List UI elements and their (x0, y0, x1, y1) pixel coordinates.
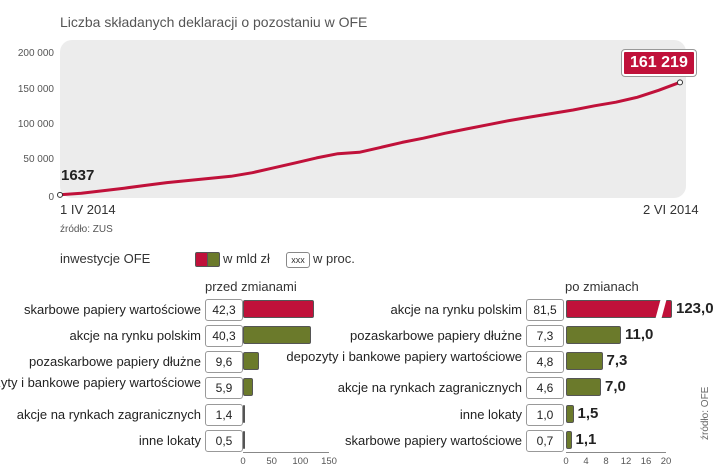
bar (243, 326, 311, 344)
before-axis-line (243, 452, 329, 453)
percent-box: 9,6 (205, 351, 243, 373)
percent-box: 0,5 (205, 430, 243, 452)
percent-box: 1,4 (205, 404, 243, 426)
row-label: akcje na rynkach zagranicznych (337, 380, 522, 395)
source-ofe: źródło: OFE (700, 386, 711, 440)
legend-proc-swatch: xxx (286, 251, 310, 269)
bar-value-label: 11,0 (625, 326, 654, 343)
x-tick: 100 (292, 456, 309, 467)
bar (566, 352, 603, 370)
y-tick-100000: 100 000 (17, 119, 54, 130)
chart-title: Liczba składanych deklaracji o pozostani… (60, 14, 368, 30)
row-label: inne lokaty (459, 407, 522, 422)
legend-mld-label: w mld zł (223, 251, 270, 266)
bar (566, 326, 621, 344)
row-label: inne lokaty (138, 433, 201, 448)
percent-box: 4,8 (526, 351, 564, 373)
line-chart-panel (60, 40, 686, 198)
percent-box: 81,5 (526, 299, 564, 321)
percent-box: 0,7 (526, 430, 564, 452)
bar-value-label: 123,0 (676, 300, 714, 317)
row-label: pozaskarbowe papiery dłużne (350, 328, 522, 343)
last-value-label: 161 219 (621, 49, 697, 77)
bar (243, 405, 246, 423)
source-zus: źródło: ZUS (60, 224, 113, 235)
row-label: akcje na rynku polskim (69, 328, 202, 343)
before-heading: przed zmianami (205, 279, 297, 294)
y-tick-50000: 50 000 (23, 154, 54, 165)
x-tick: 4 (583, 456, 589, 467)
y-tick-200000: 200 000 (17, 48, 54, 59)
bar-value-label: 7,3 (606, 352, 628, 369)
row-label: depozyty i bankowe papiery wartościowe (286, 349, 522, 364)
legend-proc-label: w proc. (313, 251, 355, 266)
bar-value-label: 1,1 (575, 431, 597, 448)
legend-title: inwestycje OFE (60, 251, 151, 266)
x-tick: 0 (563, 456, 569, 467)
bar (243, 352, 260, 370)
bar-value-label: 7,0 (605, 378, 626, 395)
percent-box: 4,6 (526, 377, 564, 399)
x-tick: 0 (240, 456, 246, 467)
x-tick: 8 (603, 456, 609, 467)
bar (243, 300, 315, 318)
line-start-point (57, 191, 63, 198)
line-chart-svg (57, 79, 683, 198)
after-heading: po zmianach (565, 279, 639, 294)
row-label: pozaskarbowe papiery dłużne (29, 354, 201, 369)
after-axis-line (566, 452, 666, 453)
line-end-point (677, 79, 683, 86)
row-label: akcje na rynkach zagranicznych (16, 407, 201, 422)
bar (243, 378, 253, 396)
bar (566, 405, 574, 423)
line-series (59, 80, 681, 197)
bar (243, 431, 245, 449)
x-start-label: 1 IV 2014 (60, 202, 116, 217)
percent-box: 1,0 (526, 404, 564, 426)
x-tick: 150 (321, 456, 337, 467)
bar (566, 378, 601, 396)
x-tick: 16 (640, 456, 652, 467)
percent-box: 5,9 (205, 377, 243, 399)
row-label: depozyty i bankowe papiery wartościowe (0, 375, 201, 390)
legend-mld-swatch (195, 251, 220, 269)
legend-proc-box: xxx (286, 251, 310, 268)
bar-value-label: 1,5 (577, 405, 599, 422)
percent-box: 42,3 (205, 299, 243, 321)
row-label: skarbowe papiery wartościowe (344, 433, 522, 448)
percent-box: 7,3 (526, 325, 564, 347)
x-end-label: 2 VI 2014 (643, 202, 699, 217)
bar (566, 431, 572, 449)
x-tick: 50 (266, 456, 277, 467)
y-tick-150000: 150 000 (17, 84, 54, 95)
bar (566, 300, 672, 318)
first-value-label: 1637 (61, 167, 95, 184)
x-tick: 12 (620, 456, 632, 467)
row-label: skarbowe papiery wartościowe (23, 302, 201, 317)
y-tick-0: 0 (48, 192, 54, 203)
x-tick: 20 (660, 456, 672, 467)
row-label: akcje na rynku polskim (390, 302, 523, 317)
percent-box: 40,3 (205, 325, 243, 347)
